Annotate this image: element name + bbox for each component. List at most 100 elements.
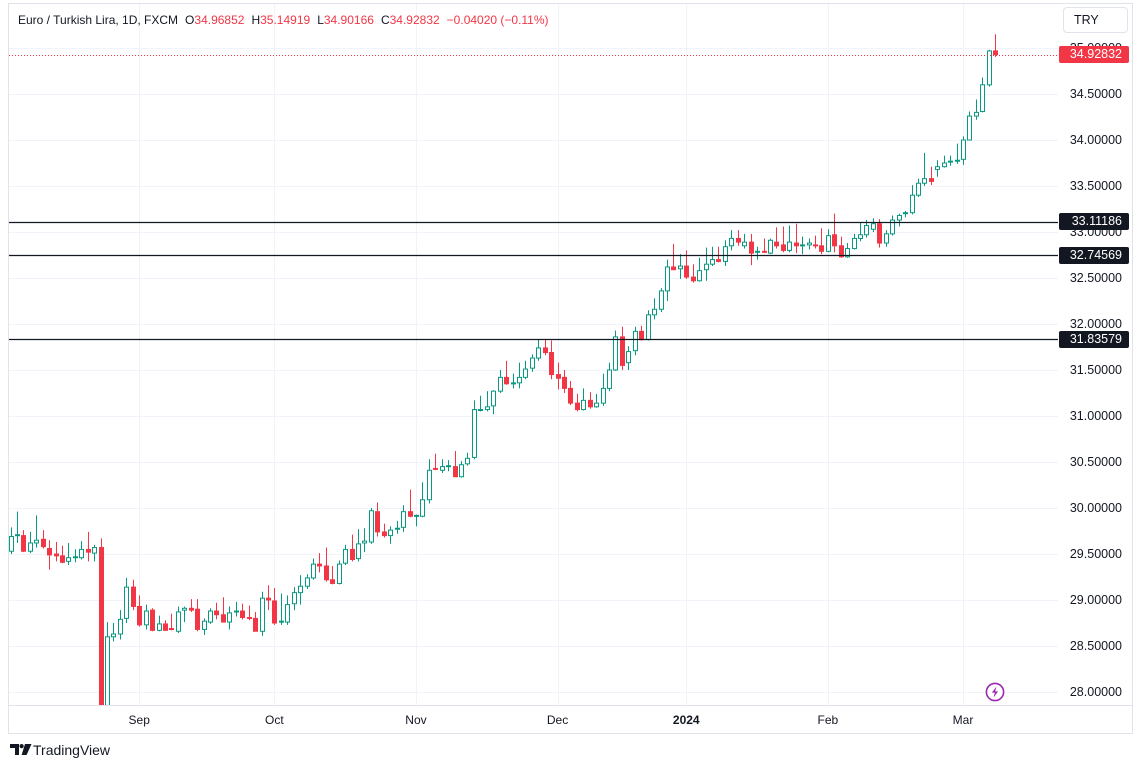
candle-up (807, 238, 812, 250)
candle-up (227, 606, 232, 630)
candle-up (292, 587, 297, 611)
candle-down (684, 250, 689, 279)
candle-down (240, 603, 245, 620)
candle-up (961, 136, 966, 165)
last-price-label: 34.92832 (1059, 46, 1129, 64)
time-axis-label: Sep (128, 713, 150, 727)
candle-up (607, 362, 612, 392)
candle-up (343, 544, 348, 566)
candle-up (768, 238, 773, 255)
candle-up (787, 225, 792, 253)
level-price-label: 32.74569 (1059, 246, 1129, 264)
candle-down (317, 553, 322, 573)
candle-up (427, 459, 432, 504)
candle-up (440, 459, 445, 474)
candle-up (652, 298, 657, 320)
candle-down (736, 230, 741, 246)
candle-up (601, 373, 606, 406)
candle-down (716, 246, 721, 263)
currency-button[interactable]: TRY (1063, 7, 1128, 33)
candle-down (556, 362, 561, 390)
candle-down (568, 381, 573, 405)
candle-up (523, 360, 528, 380)
candle-up (710, 246, 715, 267)
time-axis-border (8, 705, 1133, 706)
candle-up (28, 531, 33, 554)
candle-up (974, 99, 979, 120)
price-axis-label: 31.50000 (1058, 362, 1122, 378)
candle-up (980, 77, 985, 113)
candle-up (105, 622, 110, 705)
lightning-icon[interactable] (985, 682, 1005, 702)
candle-up (118, 610, 123, 640)
candle-up (626, 346, 631, 370)
candle-up (485, 391, 490, 412)
price-axis-label: 30.50000 (1058, 454, 1122, 470)
candle-up (420, 482, 425, 518)
candle-down (131, 579, 136, 611)
candle-down (382, 523, 387, 538)
candle-down (195, 599, 200, 632)
candle-up (73, 549, 78, 563)
price-axis-label: 29.00000 (1058, 592, 1122, 608)
candle-down (691, 264, 696, 283)
candle-down (41, 530, 46, 549)
candle-up (826, 229, 831, 253)
price-axis-label: 33.50000 (1058, 178, 1122, 194)
candle-up (511, 373, 516, 389)
price-axis-label: 34.00000 (1058, 132, 1122, 148)
candle-down (214, 602, 219, 620)
price-axis[interactable]: 35.0000034.5000034.0000033.5000033.00000… (1058, 4, 1132, 705)
price-axis-label: 32.50000 (1058, 270, 1122, 286)
candle-up (517, 362, 522, 389)
candle-up (260, 591, 265, 636)
candle-up (388, 526, 393, 544)
candle-up (729, 230, 734, 251)
candle-up (723, 240, 728, 267)
candle-up (311, 558, 316, 580)
level-price-label: 33.11186 (1059, 213, 1129, 231)
candle-up (285, 595, 290, 625)
candle-up (144, 604, 149, 630)
candle-up (305, 574, 310, 589)
candle-up (176, 606, 181, 634)
open-value: 34.96852 (194, 13, 245, 27)
candle-down (832, 213, 837, 253)
candle-up (34, 515, 39, 548)
candle-down (504, 360, 509, 385)
candle-up (884, 230, 889, 247)
candle-up (124, 577, 129, 623)
candle-down (588, 392, 593, 409)
price-axis-label: 32.00000 (1058, 316, 1122, 332)
candle-up (916, 178, 921, 198)
candle-up (279, 593, 284, 625)
candle-up (298, 575, 303, 605)
candle-up (157, 615, 162, 632)
candle-down (163, 620, 168, 631)
candle-up (704, 247, 709, 281)
candle-up (9, 527, 14, 554)
candle-down (813, 235, 818, 249)
high-label: H (251, 13, 261, 27)
symbol-title[interactable]: Euro / Turkish Lira, 1D, FXCM (18, 13, 179, 27)
candle-up (498, 370, 503, 393)
candle-down (330, 565, 335, 585)
candle-down (221, 597, 226, 623)
candle-down (150, 608, 155, 632)
symbol-legend: Euro / Turkish Lira, 1D, FXCM O34.96852 H3… (18, 13, 549, 27)
candle-up (678, 254, 683, 279)
candle-up (935, 160, 940, 177)
candle-up (897, 213, 902, 227)
candle-down (253, 611, 258, 632)
chart-frame (8, 3, 1133, 734)
candle-down (350, 534, 355, 562)
candle-down (993, 34, 998, 58)
time-axis[interactable]: Sep Oct Nov Dec 2024 Feb Mar (9, 706, 1132, 733)
candle-up (202, 618, 207, 635)
candle-up (955, 143, 960, 164)
high-value: 35.14919 (260, 13, 311, 27)
price-axis-label: 28.50000 (1058, 638, 1122, 654)
horizontal-levels[interactable] (9, 55, 1058, 341)
open-group: O34.96852 (185, 13, 244, 27)
